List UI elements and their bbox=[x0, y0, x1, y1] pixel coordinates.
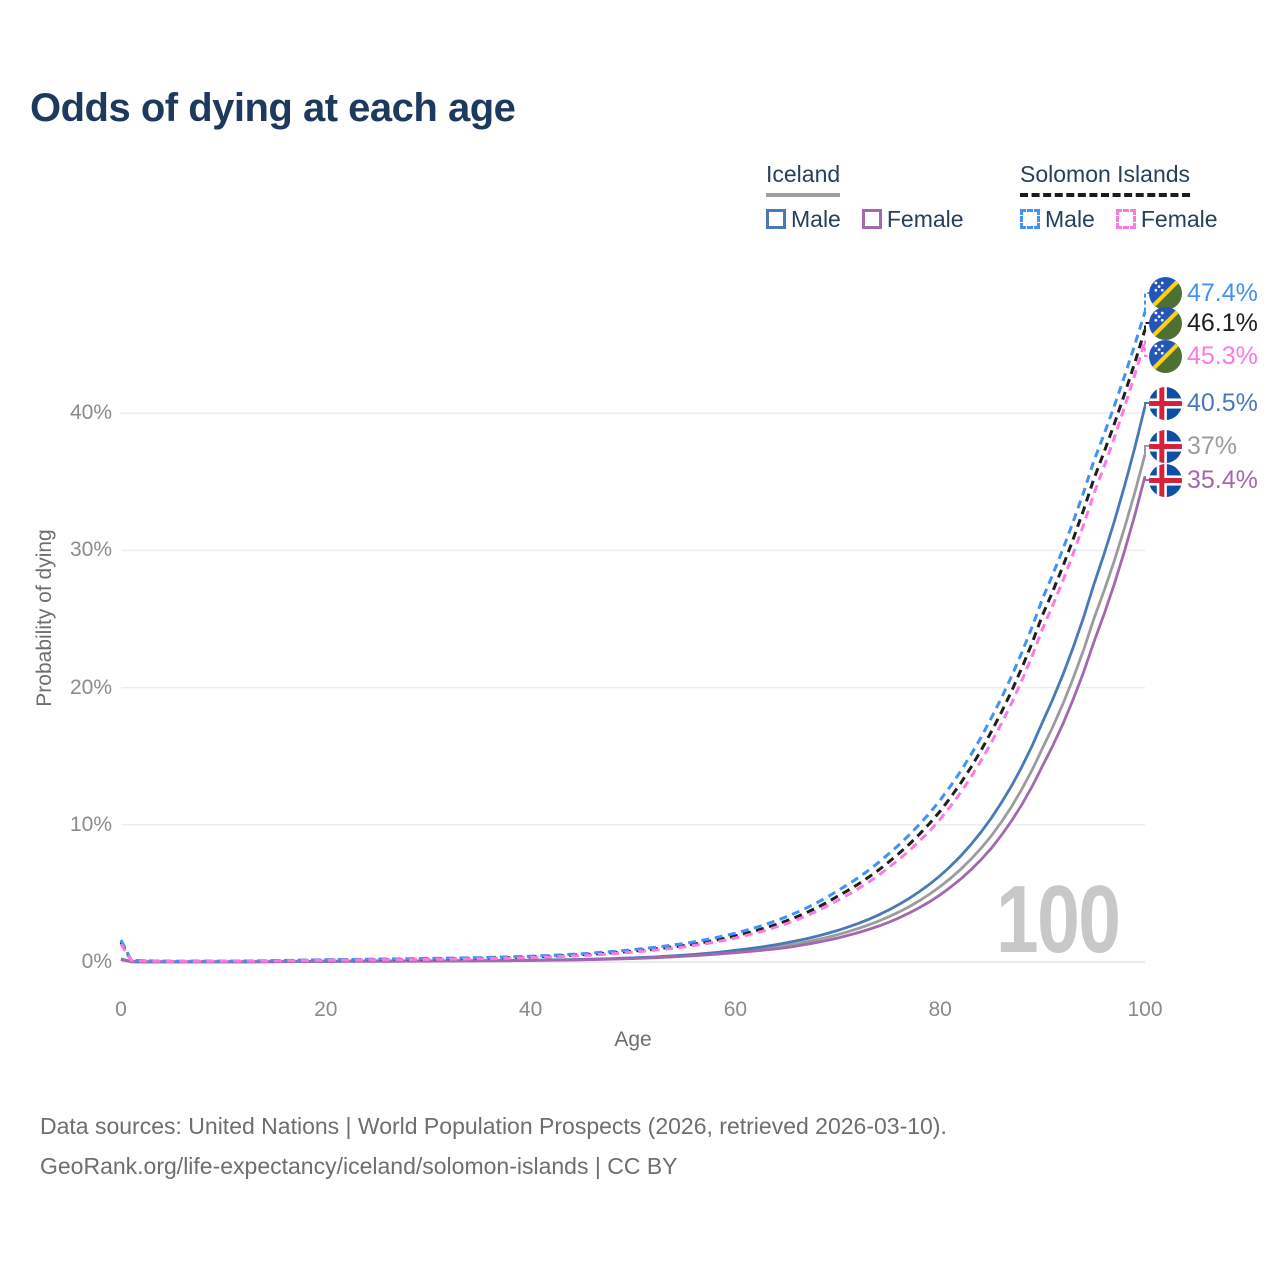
legend-item-solomon-female: Female bbox=[1115, 206, 1218, 232]
end-label-value: 35.4% bbox=[1187, 466, 1258, 494]
legend-item-iceland-female: Female bbox=[861, 206, 964, 232]
solomon-islands-flag-icon bbox=[1149, 339, 1182, 373]
y-tick-label: 40% bbox=[69, 401, 112, 425]
end-label-value: 45.3% bbox=[1187, 342, 1258, 370]
page-title: Odds of dying at each age bbox=[30, 86, 516, 130]
end-label-value: 46.1% bbox=[1187, 309, 1258, 337]
y-tick-label: 30% bbox=[69, 538, 112, 562]
end-label-row-iceland-female: 35.4% bbox=[1149, 463, 1258, 497]
legend-label: Male bbox=[791, 206, 841, 232]
iceland-flag-icon bbox=[1149, 429, 1182, 463]
footer-attribution: GeoRank.org/life-expectancy/iceland/solo… bbox=[40, 1153, 678, 1179]
end-label-row-solomon-islands-female: 45.3% bbox=[1149, 339, 1258, 373]
y-tick-label: 20% bbox=[69, 675, 112, 699]
x-tick-label: 60 bbox=[723, 998, 748, 1021]
end-label-row-iceland-male: 40.5% bbox=[1149, 386, 1258, 420]
legend-country-iceland: Iceland bbox=[766, 161, 841, 197]
series-line-solomon-islands-female[interactable] bbox=[119, 340, 1147, 964]
iceland-flag-icon bbox=[1149, 386, 1182, 420]
solomon-female-swatch-icon bbox=[1115, 209, 1136, 229]
series-line-solomon-islands-male[interactable] bbox=[119, 311, 1147, 963]
iceland-female-swatch-icon bbox=[861, 209, 882, 229]
end-label-value: 40.5% bbox=[1187, 389, 1258, 417]
footer: Data sources: United Nations | World Pop… bbox=[40, 1106, 947, 1186]
series-line-iceland-both-sexes[interactable] bbox=[120, 454, 1147, 964]
x-tick-label: 0 bbox=[115, 998, 127, 1021]
y-tick-label: 0% bbox=[81, 950, 112, 973]
iceland-male-swatch-icon bbox=[766, 209, 786, 229]
x-tick-label: 40 bbox=[518, 998, 543, 1021]
legend-group-solomon-islands: Solomon Islands Male Female bbox=[1020, 161, 1218, 232]
end-label-row-solomon-islands-male: 47.4% bbox=[1149, 276, 1258, 310]
end-label-row-solomon-islands-both-sexes: 46.1% bbox=[1149, 306, 1258, 340]
x-axis-title: Age bbox=[614, 1028, 652, 1051]
legend-label: Male bbox=[1045, 206, 1095, 232]
y-axis-title: Probability of dying bbox=[33, 529, 56, 707]
end-label-row-iceland-both-sexes: 37% bbox=[1149, 429, 1237, 463]
solomon-islands-flag-icon bbox=[1149, 306, 1182, 340]
solomon-male-swatch-icon bbox=[1020, 209, 1040, 229]
x-tick-label: 100 bbox=[1127, 998, 1163, 1021]
x-tick-label: 80 bbox=[928, 998, 952, 1021]
age-watermark: 100 bbox=[996, 866, 1121, 973]
iceland-flag-icon bbox=[1149, 463, 1182, 497]
series-line-iceland-male[interactable] bbox=[120, 405, 1147, 964]
series-line-solomon-islands-both-sexes[interactable] bbox=[119, 329, 1147, 963]
legend-item-iceland-male: Male bbox=[766, 206, 841, 232]
end-label-value: 37% bbox=[1187, 432, 1238, 460]
legend-item-solomon-male: Male bbox=[1020, 206, 1095, 232]
y-tick-label: 10% bbox=[69, 812, 112, 836]
end-label-value: 47.4% bbox=[1187, 279, 1258, 307]
footer-sources: Data sources: United Nations | World Pop… bbox=[40, 1113, 947, 1139]
legend-group-iceland: Iceland Male Female bbox=[766, 161, 964, 232]
end-label-connector bbox=[1144, 340, 1151, 357]
solomon-islands-flag-icon bbox=[1149, 276, 1182, 310]
legend-label: Female bbox=[886, 206, 964, 232]
legend-label: Female bbox=[1140, 206, 1218, 232]
x-tick-label: 20 bbox=[314, 998, 338, 1021]
legend-country-solomon-islands: Solomon Islands bbox=[1020, 161, 1191, 197]
